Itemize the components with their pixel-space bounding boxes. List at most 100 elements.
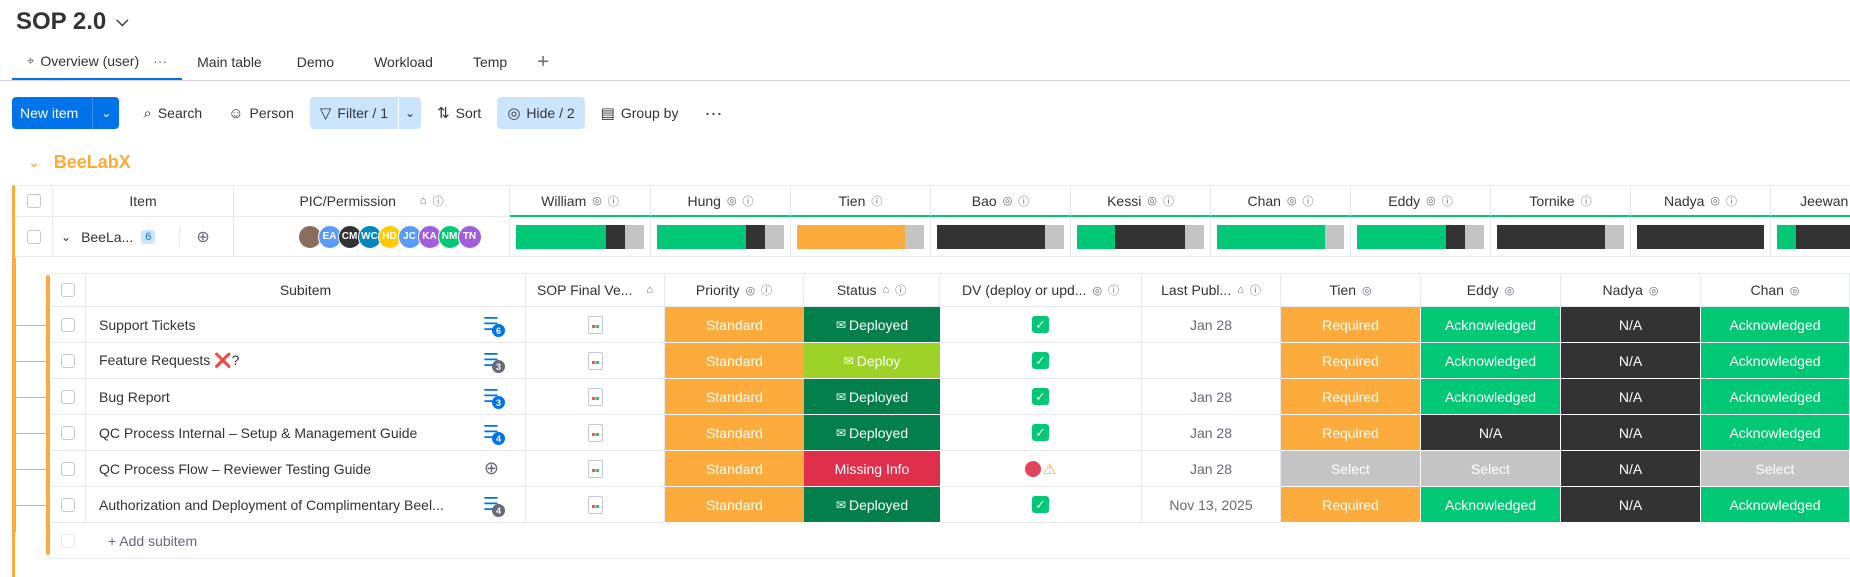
last-published-cell[interactable]: Jan 28 [1142, 307, 1281, 343]
info-icon[interactable]: ⓘ [1726, 195, 1738, 208]
subitem-count-badge[interactable]: 6 [141, 229, 156, 244]
column-header-person[interactable]: Tornike ⓘ [1491, 185, 1631, 217]
sop-file-cell[interactable] [526, 415, 665, 451]
status-pill[interactable]: Missing Info [804, 451, 940, 487]
info-icon[interactable]: ⓘ [607, 195, 619, 208]
priority-pill[interactable]: Standard [665, 487, 804, 523]
tab-main-table[interactable]: Main table [182, 44, 277, 80]
person-progress-cell[interactable] [931, 217, 1071, 257]
info-icon[interactable]: ⓘ [1302, 195, 1314, 208]
person-status-pill[interactable]: Required [1281, 343, 1421, 379]
info-icon[interactable]: ⓘ [432, 196, 444, 208]
sop-file-cell[interactable] [526, 487, 665, 523]
tab-overview[interactable]: ⌖ Overview (user) ··· [12, 44, 183, 80]
subitem-checkbox[interactable] [60, 497, 75, 512]
chevron-down-icon[interactable]: ⌵ [116, 13, 129, 30]
priority-pill[interactable]: Standard [665, 451, 804, 487]
subitem-column-header[interactable]: Nadya ◎ [1561, 273, 1701, 307]
status-pill[interactable]: ✉ Deployed [804, 415, 940, 451]
person-progress-cell[interactable] [1631, 217, 1771, 257]
priority-pill[interactable]: Standard [665, 343, 804, 379]
person-status-pill[interactable]: N/A [1561, 343, 1701, 379]
person-progress-cell[interactable] [1071, 217, 1211, 257]
person-button[interactable]: ☺ Person [218, 97, 304, 129]
document-icon[interactable] [587, 459, 603, 478]
subitem-name[interactable]: Support Tickets [99, 316, 196, 333]
person-status-pill[interactable]: Acknowledged [1701, 343, 1850, 379]
subitem-checkbox[interactable] [60, 425, 75, 440]
person-status-pill[interactable]: Acknowledged [1421, 379, 1561, 415]
subitem-name-cell[interactable]: Authorization and Deployment of Complime… [86, 487, 526, 523]
sort-button[interactable]: ⇅ Sort [427, 97, 491, 129]
person-status-pill[interactable]: N/A [1421, 415, 1561, 451]
person-status-pill[interactable]: N/A [1561, 379, 1701, 415]
document-icon[interactable] [587, 315, 603, 334]
subitem-name[interactable]: Authorization and Deployment of Complime… [99, 496, 444, 513]
status-pill[interactable]: ✉ Deployed [804, 379, 940, 415]
subitem-name-cell[interactable]: Support Tickets ☰ 6 [86, 307, 526, 343]
document-icon[interactable] [587, 387, 603, 406]
person-status-pill[interactable]: Select [1281, 451, 1421, 487]
subitem-name-cell[interactable]: Bug Report ☰ 3 [86, 379, 526, 415]
add-subitem-button[interactable]: + Add subitem [108, 532, 198, 549]
document-icon[interactable] [587, 423, 603, 442]
tab-demo[interactable]: Demo [277, 44, 354, 80]
search-button[interactable]: ⌕ Search [133, 97, 212, 129]
document-icon[interactable] [587, 495, 603, 514]
group-by-button[interactable]: ▤ Group by [591, 97, 689, 129]
person-progress-cell[interactable] [1771, 217, 1850, 257]
chevron-down-icon[interactable]: ⌄ [28, 154, 40, 170]
update-bubble-icon[interactable]: ⊕ [483, 458, 499, 478]
sop-file-cell[interactable] [526, 307, 665, 343]
subitem-name-cell[interactable]: QC Process Internal – Setup & Management… [86, 415, 526, 451]
person-progress-cell[interactable] [1211, 217, 1351, 257]
last-published-cell[interactable] [1142, 343, 1281, 379]
subitem-column-header[interactable]: Status ⌂ ⓘ [804, 273, 940, 307]
person-status-pill[interactable]: Acknowledged [1701, 415, 1850, 451]
last-published-cell[interactable]: Jan 28 [1142, 379, 1281, 415]
pic-cell[interactable]: EA CM WC HD JC KA NM TN [234, 217, 510, 257]
person-status-pill[interactable]: Required [1281, 307, 1421, 343]
dv-cell[interactable]: ✓ [940, 307, 1142, 343]
person-status-pill[interactable]: Required [1281, 487, 1421, 523]
person-progress-cell[interactable] [1491, 217, 1631, 257]
subitem-checkbox[interactable] [60, 317, 75, 332]
person-progress-cell[interactable] [791, 217, 931, 257]
filter-button[interactable]: ▽ Filter / 1 [310, 97, 398, 129]
column-header-person[interactable]: Chan ◎ ⓘ [1211, 185, 1351, 217]
subitem-column-header[interactable]: Subitem [86, 273, 526, 307]
person-status-pill[interactable]: N/A [1561, 487, 1701, 523]
sop-file-cell[interactable] [526, 451, 665, 487]
column-header-person[interactable]: Hung ◎ ⓘ [651, 185, 791, 217]
subitem-name-cell[interactable]: QC Process Flow – Reviewer Testing Guide… [86, 451, 526, 487]
info-icon[interactable]: ⓘ [1249, 285, 1261, 297]
select-all-subitems-checkbox[interactable] [60, 283, 75, 297]
info-icon[interactable]: ⓘ [871, 195, 883, 208]
column-header-item[interactable]: Item [53, 185, 234, 217]
new-item-button[interactable]: New item ⌄ [12, 97, 120, 129]
avatar[interactable]: TN [457, 224, 482, 249]
sop-file-cell[interactable] [526, 379, 665, 415]
subitem-column-header[interactable]: Last Publ... ⌂ ⓘ [1142, 273, 1281, 307]
person-status-pill[interactable]: Required [1281, 415, 1421, 451]
priority-pill[interactable]: Standard [665, 307, 804, 343]
add-update-icon[interactable]: ⊕ [179, 226, 210, 247]
item-cell[interactable]: ⌄ BeeLa... 6 ⊕ [53, 217, 234, 257]
status-pill[interactable]: ✉ Deployed [804, 307, 940, 343]
subitem-name[interactable]: Bug Report [99, 388, 170, 405]
subitem-checkbox[interactable] [60, 461, 75, 476]
document-icon[interactable] [587, 351, 603, 370]
person-status-pill[interactable]: Acknowledged [1421, 343, 1561, 379]
chevron-down-icon[interactable]: ⌄ [92, 97, 119, 129]
expand-chevron-icon[interactable]: ⌄ [61, 229, 72, 244]
info-icon[interactable]: ⓘ [761, 285, 773, 297]
subitem-name[interactable]: QC Process Internal – Setup & Management… [99, 424, 418, 441]
update-bubble-icon[interactable]: ☰ 4 [483, 422, 505, 445]
subitem-column-header[interactable]: Chan ◎ [1701, 273, 1850, 307]
update-bubble-icon[interactable]: ☰ 3 [483, 386, 505, 409]
subitem-checkbox[interactable] [60, 353, 75, 368]
person-status-pill[interactable]: Required [1281, 379, 1421, 415]
info-icon[interactable]: ⓘ [895, 285, 907, 297]
person-progress-cell[interactable] [510, 217, 651, 257]
status-pill[interactable]: ✉ Deployed [804, 487, 940, 523]
